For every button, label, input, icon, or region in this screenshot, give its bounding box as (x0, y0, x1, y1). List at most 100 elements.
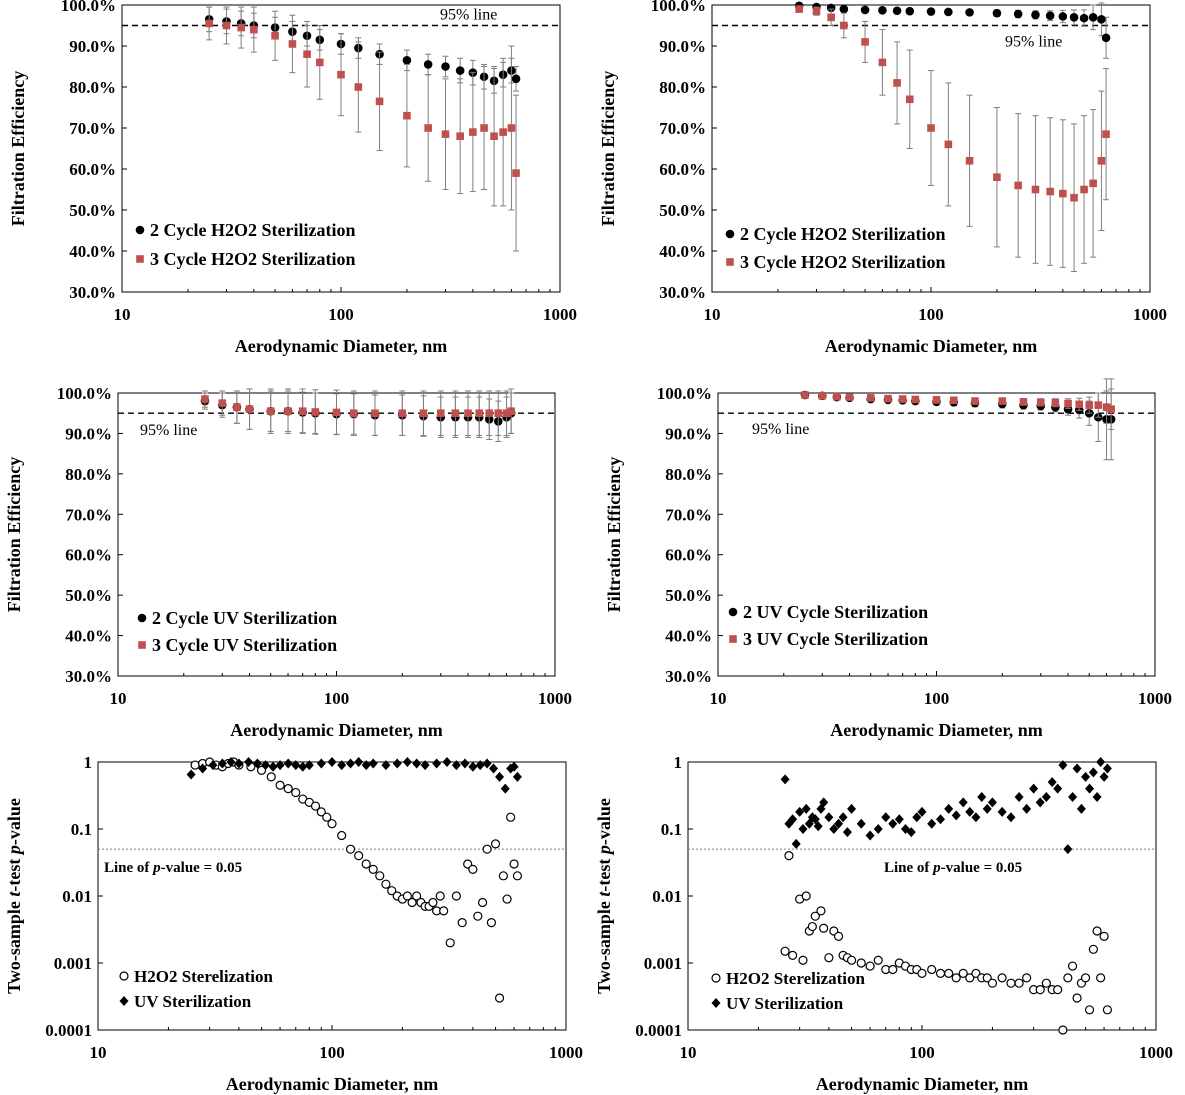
data-point (371, 409, 379, 418)
data-point (1092, 792, 1102, 803)
data-point (233, 403, 241, 411)
data-point (283, 758, 293, 769)
y-tick-label: 80.0% (665, 465, 712, 484)
y-tick-label: 0.01 (62, 887, 92, 906)
legend-marker (138, 641, 146, 649)
data-point (475, 409, 484, 418)
data-point (888, 964, 898, 975)
data-point (498, 871, 508, 881)
data-point (345, 844, 356, 854)
data-point (1076, 803, 1086, 814)
data-point (944, 803, 954, 814)
reference-line-label-part: -value = 0.05 (941, 860, 1022, 876)
data-point (252, 758, 262, 769)
data-point (250, 25, 258, 34)
legend-marker (725, 229, 735, 239)
data-point (256, 765, 267, 775)
y-tick-label: 0.0001 (45, 1021, 92, 1040)
x-tick-label: 1000 (543, 305, 577, 324)
y-tick-label: 0.001 (644, 954, 682, 973)
data-point (1102, 1005, 1113, 1015)
data-point (905, 6, 915, 16)
reference-line-label-part: Line of (884, 860, 933, 876)
data-point (1088, 12, 1098, 22)
y-tick-label: 60.0% (69, 160, 116, 179)
data-point (1045, 11, 1055, 20)
y-tick-label: 50.0% (69, 201, 116, 220)
y-axis-title-part: Two-sample (4, 897, 24, 994)
data-point (865, 830, 875, 841)
data-point (881, 812, 891, 823)
data-point (283, 784, 293, 794)
data-point (834, 818, 844, 829)
data-point (788, 950, 798, 960)
data-point (402, 891, 412, 901)
data-point (801, 391, 809, 399)
y-tick-label: 30.0% (665, 667, 712, 686)
legend: 2 Cycle UV Sterilization 3 Cycle UV Steri… (137, 608, 337, 655)
data-point (1097, 157, 1106, 165)
data-point (460, 758, 470, 769)
data-point (1096, 973, 1106, 983)
data-point (441, 130, 450, 138)
legend-marker (119, 971, 129, 981)
data-point (842, 827, 852, 838)
data-point (927, 124, 935, 132)
legend: 2 UV Cycle Sterilization 3 UV Cycle Steri… (728, 602, 928, 649)
y-tick-label: 0.0001 (635, 1021, 682, 1040)
data-point (482, 758, 492, 769)
y-axis-title: Filtration Efficiency (8, 71, 28, 226)
data-point (375, 871, 385, 881)
data-point (428, 897, 438, 908)
data-point (1067, 961, 1078, 971)
legend-label: UV Sterilization (134, 992, 252, 1011)
data-point (917, 968, 927, 978)
data-point (1099, 931, 1109, 941)
data-point (1029, 783, 1039, 794)
data-point (878, 58, 887, 67)
data-point (509, 859, 519, 869)
data-point (927, 818, 937, 829)
data-point (884, 394, 892, 403)
data-point (824, 812, 834, 823)
legend-label: 3 Cycle H2O2 Sterilization (150, 249, 355, 269)
data-point (291, 787, 301, 798)
data-point (784, 851, 794, 861)
data-point (1035, 985, 1045, 995)
data-point (845, 393, 854, 401)
data-point (275, 760, 285, 771)
x-tick-label: 100 (324, 689, 350, 708)
x-tick-label: 100 (328, 305, 354, 324)
y-axis-title: Filtration Efficiency (4, 457, 24, 612)
data-point (788, 814, 798, 825)
data-point (402, 56, 412, 65)
y-tick-label: 80.0% (659, 78, 706, 97)
data-point (486, 918, 497, 928)
data-point (993, 173, 1001, 181)
data-point (1022, 973, 1032, 983)
data-point (1063, 844, 1073, 855)
data-point (190, 760, 200, 770)
reference-line-label-part: Line of (104, 860, 153, 876)
data-point (1036, 398, 1045, 407)
legend-label: 2 Cycle UV Sterilization (152, 608, 337, 628)
data-point (261, 760, 271, 771)
data-point (275, 780, 285, 790)
data-point (856, 818, 866, 829)
data-point (468, 761, 478, 772)
data-point (992, 8, 1002, 18)
data-point (1053, 985, 1063, 995)
data-point (244, 757, 254, 767)
data-point (368, 758, 378, 769)
legend-marker (726, 258, 734, 266)
chart-panel-3: 10 100 1000 30.0% 40.0% 50.0% 60.0% 70.0% 80.0% 9… (4, 384, 572, 740)
data-point (451, 760, 461, 771)
data-point (442, 757, 452, 767)
data-point (234, 758, 244, 769)
y-tick-label: 70.0% (659, 119, 706, 138)
x-tick-label: 100 (918, 305, 944, 324)
legend-marker (135, 225, 145, 235)
data-point (495, 771, 505, 782)
data-point (892, 6, 902, 16)
data-point (951, 973, 961, 983)
